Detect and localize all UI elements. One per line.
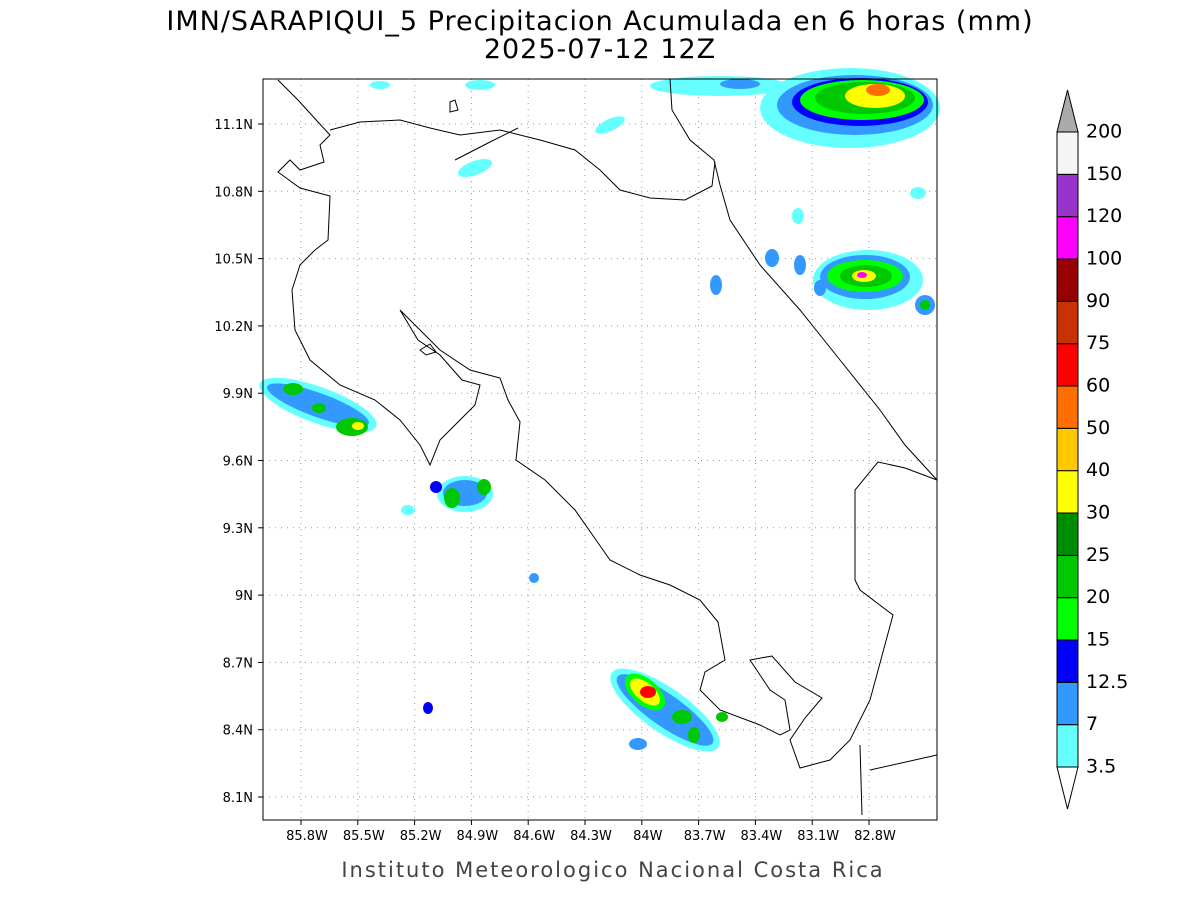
coastlines <box>277 78 938 816</box>
colorbar-box <box>1056 173 1079 218</box>
lon-label: 83.7W <box>684 829 726 844</box>
colorbar-box <box>1056 512 1079 556</box>
colorbar-label: 100 <box>1086 248 1122 270</box>
colorbar-under <box>1056 766 1079 810</box>
colorbar-label: 7 <box>1086 713 1098 735</box>
colorbar-label: 75 <box>1086 332 1110 354</box>
colorbar-label: 120 <box>1086 205 1122 227</box>
colorbar-label: 15 <box>1086 629 1110 651</box>
lat-label: 9N <box>235 589 253 604</box>
lon-label: 84.3W <box>570 829 612 844</box>
colorbar-box <box>1056 639 1079 683</box>
colorbar-box <box>1056 343 1079 387</box>
colorbar-label: 40 <box>1086 459 1110 481</box>
lat-label: 8.1N <box>223 791 253 806</box>
lon-label: 84.6W <box>513 829 555 844</box>
lat-label: 11.1N <box>214 118 253 133</box>
lon-label: 85.8W <box>286 829 328 844</box>
lat-label: 9.6N <box>223 455 253 470</box>
colorbar-over <box>1056 89 1079 133</box>
colorbar-box <box>1056 681 1079 726</box>
lon-label: 83.1W <box>797 829 839 844</box>
lon-label: 84.9W <box>456 829 498 844</box>
title: IMN/SARAPIQUI_5 Precipitacion Acumulada … <box>166 6 1033 37</box>
colorbar-label: 3.5 <box>1086 756 1116 778</box>
colorbar-box <box>1056 300 1079 345</box>
colorbar-label: 50 <box>1086 417 1110 439</box>
lat-label: 10.2N <box>214 320 253 335</box>
footer: Instituto Meteorologico Nacional Costa R… <box>341 858 884 882</box>
colorbar-box <box>1056 427 1079 472</box>
colorbar-box <box>1056 385 1079 429</box>
colorbar-label: 30 <box>1086 502 1110 524</box>
lon-label: 83.4W <box>740 829 782 844</box>
colorbar-box <box>1056 470 1079 514</box>
colorbar-box <box>1056 724 1079 768</box>
colorbar-label: 200 <box>1086 121 1122 143</box>
precipitation <box>259 68 940 752</box>
colorbar: 3.5 7 12.5 15 20 25 30 40 50 60 75 90 100 120 150 200 <box>1056 89 1128 810</box>
colorbar-label: 60 <box>1086 375 1110 397</box>
lon-label: 82.8W <box>854 829 896 844</box>
lon-label: 85.5W <box>343 829 385 844</box>
lat-label: 9.9N <box>223 387 253 402</box>
axis-ticks: 11.1N 10.8N 10.5N 10.2N 9.9N 9.6N 9.3N 9N 8.7N 8.… <box>214 118 896 844</box>
lat-label: 8.7N <box>223 656 253 671</box>
lat-label: 8.4N <box>223 724 253 739</box>
colorbar-label: 25 <box>1086 544 1110 566</box>
lon-label: 85.2W <box>400 829 442 844</box>
colorbar-box <box>1056 131 1079 175</box>
colorbar-label: 150 <box>1086 163 1122 185</box>
subtitle: 2025-07-12 12Z <box>484 34 716 65</box>
lat-label: 10.8N <box>214 185 253 200</box>
lon-label: 84W <box>633 829 663 844</box>
grid <box>263 79 937 820</box>
colorbar-box <box>1056 258 1079 302</box>
colorbar-label: 12.5 <box>1086 671 1128 693</box>
colorbar-label: 90 <box>1086 290 1110 312</box>
map-frame <box>262 78 938 821</box>
lat-label: 10.5N <box>214 253 253 268</box>
colorbar-box <box>1056 216 1079 260</box>
colorbar-label: 20 <box>1086 586 1110 608</box>
lat-label: 9.3N <box>223 522 253 537</box>
colorbar-box <box>1056 597 1079 641</box>
colorbar-box <box>1056 554 1079 599</box>
